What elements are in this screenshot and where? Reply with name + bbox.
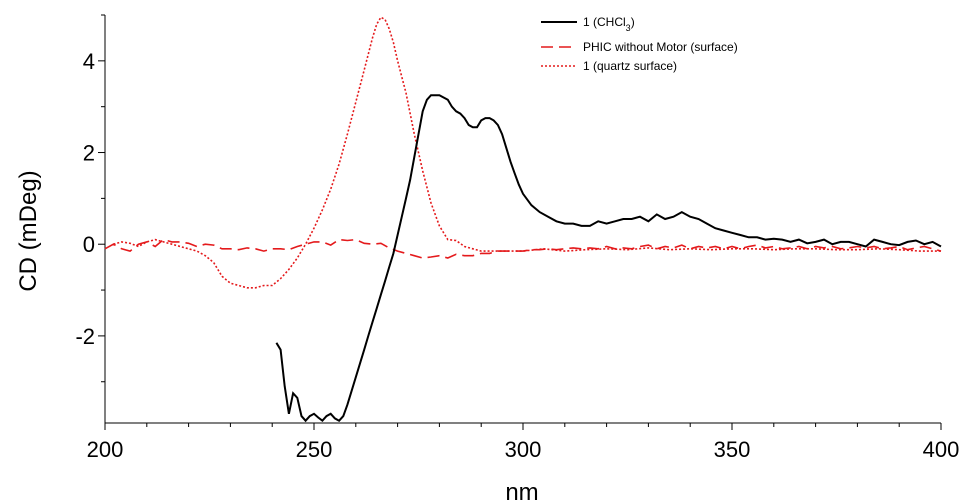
legend-label-2: 1 (quartz surface) [583,59,677,73]
y-tick-label: 4 [83,49,95,74]
x-tick-label: 300 [505,437,542,462]
y-tick-label: -2 [75,324,95,349]
y-axis-ticks: 4 2 0 -2 [75,14,105,383]
series-layer [104,16,942,423]
x-axis-title: nm [505,479,538,504]
x-tick-label: 400 [923,437,960,462]
x-tick-label: 200 [87,437,124,462]
legend-label-0: 1 (CHCl3) [583,15,635,33]
y-tick-label: 0 [83,232,95,257]
y-axis-title: CD (mDeg) [15,170,42,291]
x-axis-ticks: 200 250 300 350 400 [87,423,960,462]
legend-label-1: PHIC without Motor (surface) [583,40,738,54]
series-line-0 [275,94,942,423]
y-tick-label: 2 [83,141,95,166]
plot-area: 200 250 300 350 400 4 2 0 -2 [75,14,960,462]
x-tick-label: 250 [296,437,333,462]
series-line-1 [104,238,942,259]
x-tick-label: 350 [714,437,751,462]
series-line-2 [113,16,941,289]
legend: 1 (CHCl3) PHIC without Motor (surface) 1 (… [541,15,738,73]
